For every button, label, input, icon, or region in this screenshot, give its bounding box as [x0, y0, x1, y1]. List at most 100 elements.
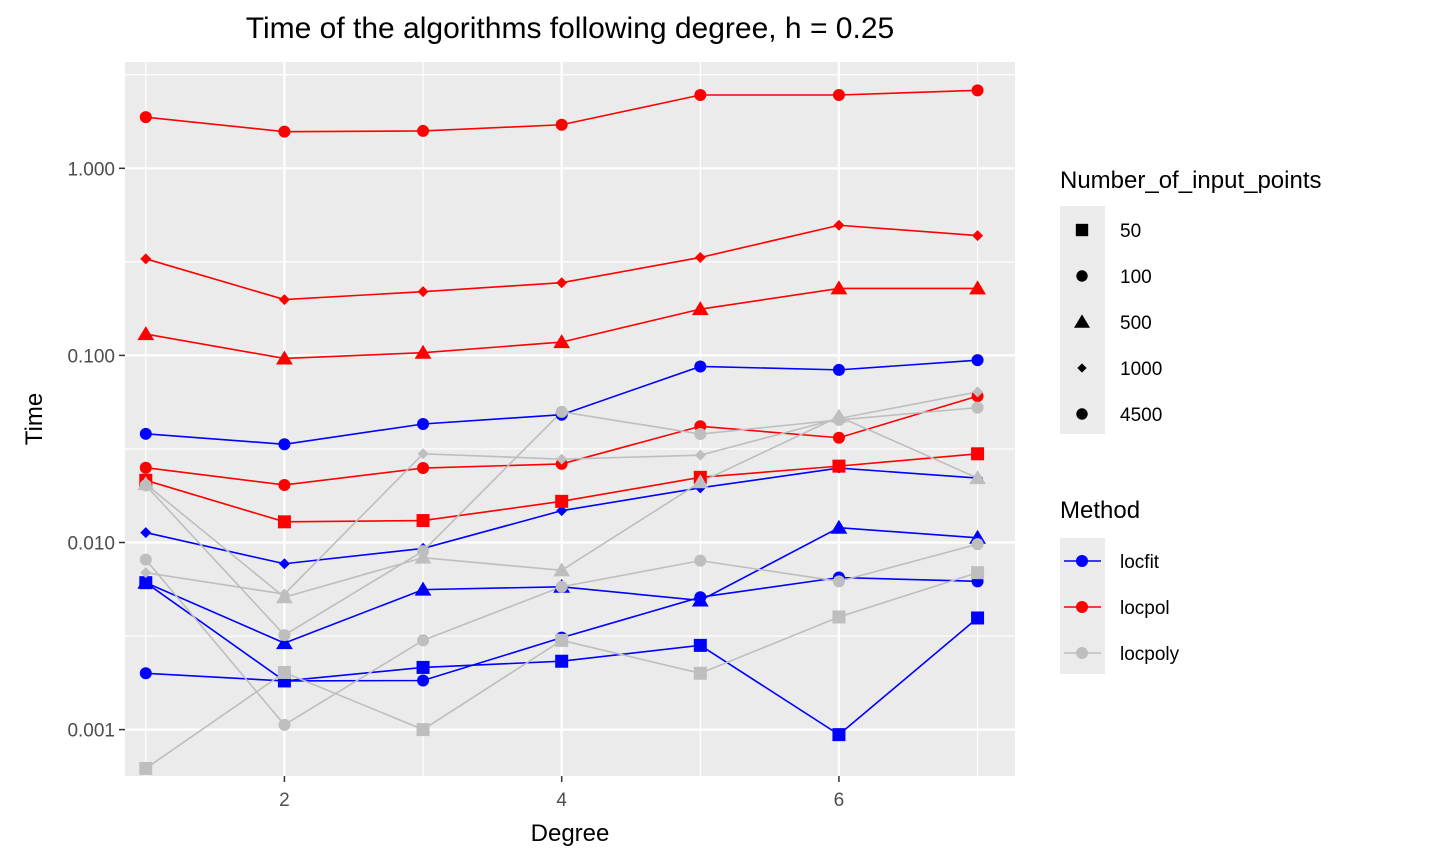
data-point	[276, 350, 293, 365]
data-point	[278, 478, 291, 491]
x-axis-title: Degree	[531, 820, 610, 847]
data-point	[832, 575, 845, 588]
series-points	[137, 84, 986, 775]
color-legend: Method locfit locpol locpoly	[1060, 497, 1180, 674]
data-point	[971, 447, 985, 461]
shape-legend-key	[1075, 223, 1089, 237]
data-point	[693, 638, 707, 652]
data-point	[691, 474, 709, 489]
color-legend-title: Method	[1060, 497, 1140, 524]
data-point	[278, 629, 291, 642]
data-point	[553, 562, 571, 577]
data-point	[278, 438, 291, 451]
data-point	[417, 448, 429, 460]
y-tick-label: 0.100	[67, 346, 115, 367]
color-legend-label: locpol	[1120, 598, 1170, 619]
data-point	[278, 125, 291, 138]
shape-legend-label: 100	[1120, 267, 1152, 288]
x-axis: 2 4 6	[279, 776, 844, 811]
data-point	[139, 461, 152, 474]
data-point	[969, 280, 986, 295]
data-point	[278, 718, 291, 731]
y-axis: 0.001 0.010 0.100 1.000	[67, 159, 125, 742]
data-point	[832, 459, 846, 473]
data-point	[417, 545, 430, 558]
data-point	[971, 611, 985, 625]
data-point	[555, 633, 569, 647]
data-point	[694, 428, 707, 441]
data-point	[556, 505, 568, 517]
data-point	[555, 654, 569, 668]
y-tick-label: 0.010	[67, 534, 115, 555]
color-legend-key-point	[1076, 601, 1088, 613]
data-point	[139, 667, 152, 680]
data-point	[555, 118, 568, 131]
data-point	[555, 405, 568, 418]
data-point	[417, 674, 430, 687]
data-point	[416, 723, 430, 737]
data-point	[417, 417, 430, 430]
data-point	[693, 666, 707, 680]
shape-legend-key	[1076, 408, 1088, 420]
data-point	[694, 251, 706, 263]
data-point	[417, 462, 430, 475]
data-point	[139, 111, 152, 124]
data-point	[276, 635, 293, 650]
data-point	[832, 363, 845, 376]
data-point	[972, 230, 984, 242]
data-point	[555, 580, 568, 593]
data-point	[971, 354, 984, 367]
data-point	[833, 219, 845, 231]
shape-legend-key	[1077, 363, 1087, 373]
data-point	[277, 665, 291, 679]
data-point	[969, 470, 986, 485]
data-point	[137, 574, 155, 589]
data-point	[556, 453, 568, 465]
data-point	[417, 634, 430, 647]
data-point	[830, 280, 848, 295]
data-point	[971, 538, 984, 551]
data-point	[417, 286, 429, 298]
data-point	[278, 588, 290, 600]
color-legend-key-point	[1076, 555, 1088, 567]
data-point	[140, 253, 152, 265]
shape-legend-title: Number_of_input_points	[1060, 167, 1322, 194]
shape-legend-key	[1076, 270, 1088, 282]
data-point	[832, 431, 845, 444]
color-legend-keys	[1064, 555, 1101, 659]
data-point	[278, 558, 290, 570]
data-point	[414, 581, 432, 596]
shape-legend-label: 500	[1120, 313, 1152, 334]
data-point	[694, 449, 706, 461]
data-point	[417, 124, 430, 137]
data-point	[694, 360, 707, 373]
data-point	[830, 519, 848, 534]
data-point	[139, 553, 152, 566]
plot-panel	[125, 62, 1015, 776]
data-point	[556, 277, 568, 289]
shape-legend-label: 4500	[1120, 405, 1162, 426]
data-point	[971, 84, 984, 97]
shape-legend: Number_of_input_points 50 100 500 1000 4…	[1060, 167, 1322, 434]
shape-legend-label: 50	[1120, 221, 1141, 242]
data-point	[555, 494, 569, 508]
data-point	[140, 567, 152, 579]
data-point	[972, 386, 984, 398]
data-point	[137, 326, 155, 341]
chart-title: Time of the algorithms following degree,…	[246, 12, 894, 45]
shape-legend-keys	[1074, 223, 1090, 420]
data-point	[140, 527, 152, 539]
data-point	[694, 89, 707, 102]
shape-legend-key	[1074, 314, 1090, 328]
x-tick-label: 4	[556, 790, 567, 811]
data-point	[416, 660, 430, 674]
shape-legend-label: 1000	[1120, 359, 1162, 380]
data-point	[691, 592, 709, 607]
data-point	[553, 334, 571, 349]
data-point	[277, 515, 291, 529]
data-point	[832, 728, 846, 742]
data-point	[139, 427, 152, 440]
data-point	[694, 554, 707, 567]
data-point	[832, 413, 845, 426]
color-legend-label: locpoly	[1120, 644, 1180, 665]
